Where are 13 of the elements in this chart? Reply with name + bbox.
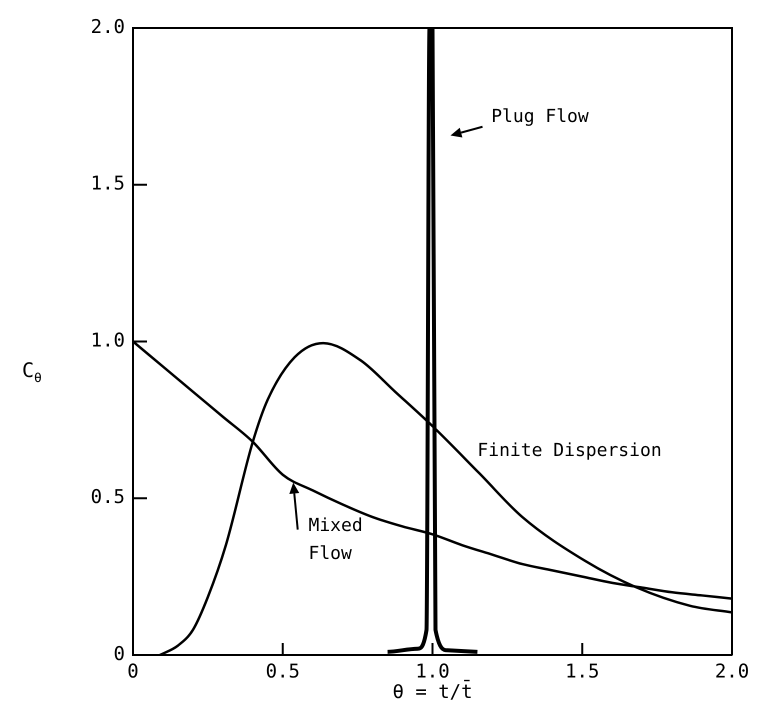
y-tick-label: 1.0 [90,329,125,352]
y-tick-label: 1.5 [90,172,125,195]
annotation: Mixed Flow [308,515,363,564]
y-tick-label: 0 [114,642,125,665]
x-tick-label: 1.5 [565,660,600,682]
annotation: Finite Dispersion [477,440,662,461]
annotation: Plug Flow [491,106,589,128]
x-tick-label: 0.5 [266,660,300,682]
x-tick-label: 2.0 [714,660,750,682]
y-tick-label: 0.5 [90,486,125,508]
x-tick-label: 0 [127,660,139,682]
y-axis-title: C$_{θ}$ [22,358,42,386]
y-tick-label: 2.0 [90,16,125,38]
